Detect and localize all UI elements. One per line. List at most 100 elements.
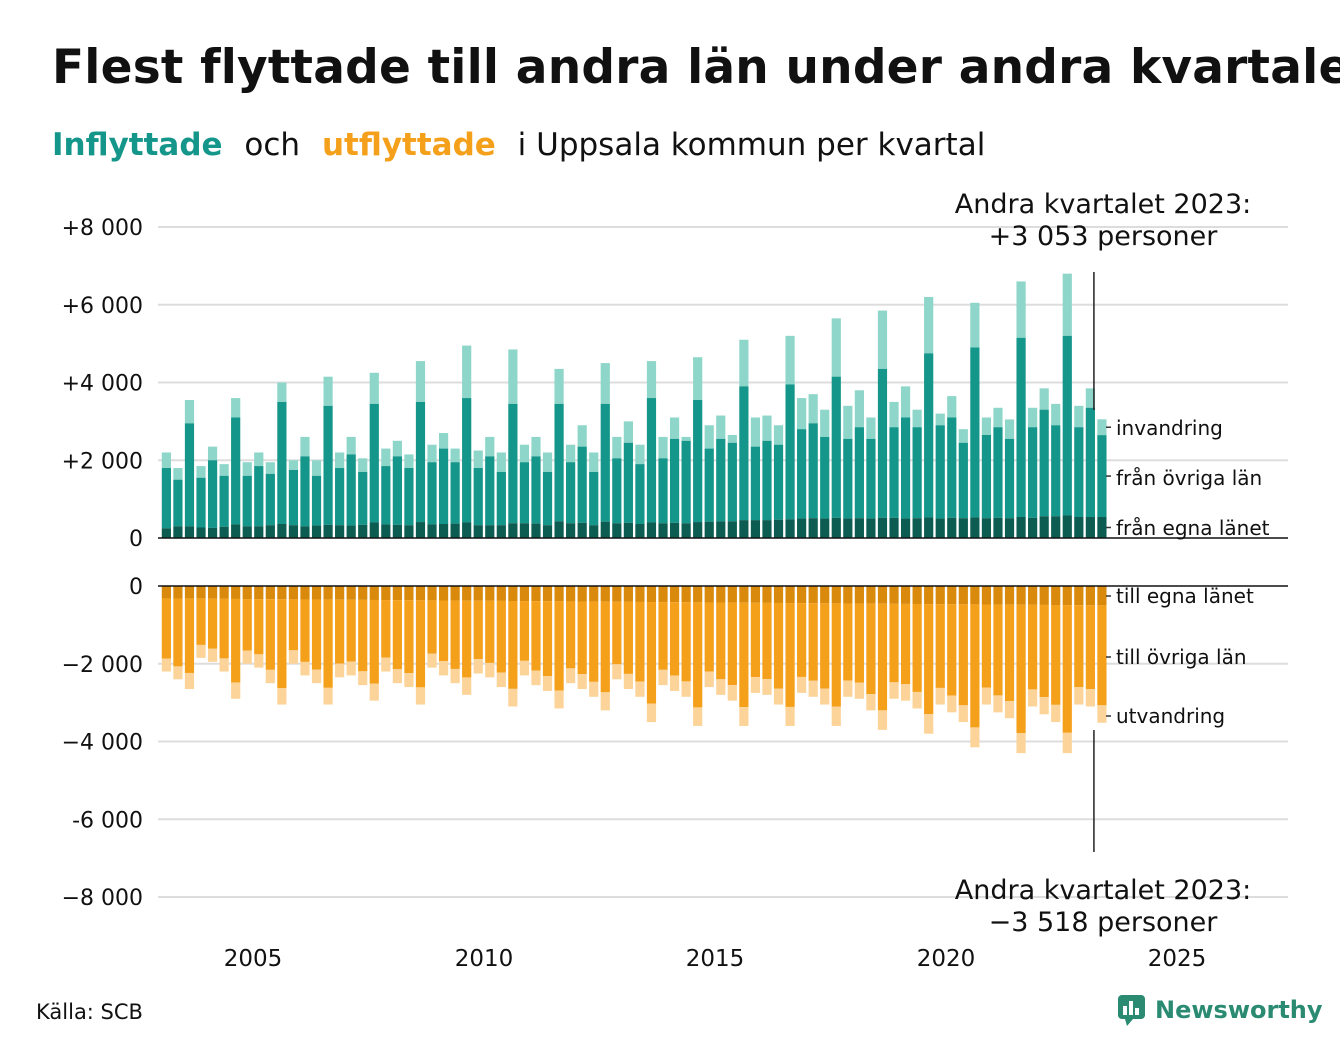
bar-outflow-emigration xyxy=(1039,697,1049,715)
bar-outflow-own-county xyxy=(358,586,368,600)
bar-inflow-other-counties xyxy=(265,473,275,526)
bar-inflow-other-counties xyxy=(566,462,576,524)
bar-outflow-other-counties xyxy=(773,602,784,689)
bar-inflow-immigration xyxy=(1039,388,1049,410)
y-tick-label-top: +4 000 xyxy=(62,372,143,397)
bar-outflow-own-county xyxy=(808,586,818,604)
bar-outflow-own-county xyxy=(958,586,968,605)
bar-inflow-immigration xyxy=(773,425,784,445)
bar-inflow-other-counties xyxy=(369,403,379,523)
bar-outflow-emigration xyxy=(900,684,911,701)
bar-inflow-other-counties xyxy=(473,468,483,526)
bar-inflow-immigration xyxy=(300,436,310,457)
bar-inflow-own-county xyxy=(265,525,275,538)
bar-outflow-emigration xyxy=(612,664,622,680)
bar-outflow-other-counties xyxy=(265,599,275,670)
bar-inflow-own-county xyxy=(346,525,356,538)
bar-inflow-immigration xyxy=(589,452,599,472)
bar-inflow-own-county xyxy=(854,518,864,538)
bar-outflow-own-county xyxy=(658,586,668,603)
bar-outflow-own-county xyxy=(750,586,761,603)
bar-outflow-emigration xyxy=(196,644,206,658)
subtitle-rest: i Uppsala kommun per kvartal xyxy=(517,127,986,163)
bar-outflow-other-counties xyxy=(427,600,437,654)
bar-inflow-own-county xyxy=(231,524,241,538)
bar-outflow-own-county xyxy=(797,586,807,604)
bar-inflow-own-county xyxy=(1062,515,1072,538)
bar-outflow-other-counties xyxy=(635,601,645,682)
bar-inflow-immigration xyxy=(438,433,449,449)
bar-outflow-own-county xyxy=(1097,586,1107,606)
bar-outflow-other-counties xyxy=(323,599,333,688)
bar-outflow-emigration xyxy=(935,687,945,705)
bar-outflow-other-counties xyxy=(727,602,737,686)
bar-inflow-immigration xyxy=(669,417,680,439)
bar-inflow-immigration xyxy=(207,446,218,461)
bar-outflow-emigration xyxy=(369,683,379,701)
bar-outflow-own-county xyxy=(277,586,287,600)
bar-inflow-own-county xyxy=(496,525,506,538)
bar-outflow-own-county xyxy=(935,586,945,605)
bar-outflow-other-counties xyxy=(970,604,980,728)
bar-outflow-own-county xyxy=(196,586,206,599)
bar-outflow-own-county xyxy=(1039,586,1049,605)
bar-inflow-own-county xyxy=(404,525,414,538)
bar-outflow-emigration xyxy=(993,695,1003,713)
brand-logo: Newsworthy xyxy=(1117,993,1323,1027)
bar-inflow-immigration xyxy=(993,407,1003,428)
bar-inflow-own-county xyxy=(681,523,691,538)
bar-inflow-immigration xyxy=(404,454,414,469)
bar-outflow-other-counties xyxy=(669,602,680,676)
bar-inflow-own-county xyxy=(381,524,391,538)
bar-inflow-own-county xyxy=(277,524,287,538)
y-tick-label-bottom: -6 000 xyxy=(72,808,143,833)
bar-inflow-other-counties xyxy=(762,440,772,521)
bar-inflow-immigration xyxy=(219,464,229,476)
bar-inflow-immigration xyxy=(265,462,275,474)
bar-outflow-emigration xyxy=(288,650,299,664)
bar-outflow-own-county xyxy=(1085,586,1095,606)
bar-inflow-own-county xyxy=(820,518,830,538)
bar-outflow-emigration xyxy=(265,669,275,684)
bar-inflow-own-county xyxy=(831,517,841,538)
bar-outflow-emigration xyxy=(947,695,957,713)
bar-inflow-other-counties xyxy=(184,423,195,527)
bar-outflow-own-county xyxy=(219,586,229,599)
bar-inflow-immigration xyxy=(889,401,899,428)
bar-outflow-emigration xyxy=(438,661,449,676)
bar-outflow-emigration xyxy=(820,688,830,705)
bar-inflow-immigration xyxy=(970,302,980,348)
bar-inflow-immigration xyxy=(311,460,322,476)
bar-outflow-emigration xyxy=(773,688,784,705)
bar-outflow-emigration xyxy=(866,694,876,711)
bar-outflow-other-counties xyxy=(450,600,460,669)
bar-outflow-emigration xyxy=(623,673,633,690)
bar-outflow-other-counties xyxy=(196,598,206,645)
bar-outflow-own-county xyxy=(542,586,553,602)
bar-inflow-other-counties xyxy=(808,423,818,519)
bar-inflow-other-counties xyxy=(889,427,899,518)
bar-inflow-other-counties xyxy=(750,446,761,521)
bar-outflow-emigration xyxy=(542,676,553,691)
bar-inflow-other-counties xyxy=(519,462,530,524)
bar-inflow-other-counties xyxy=(462,398,472,523)
bar-inflow-own-county xyxy=(1097,517,1107,538)
bar-outflow-other-counties xyxy=(392,600,402,670)
bar-inflow-immigration xyxy=(1074,405,1084,428)
bar-outflow-other-counties xyxy=(693,602,703,708)
bar-inflow-other-counties xyxy=(496,471,506,526)
bar-inflow-own-county xyxy=(1051,516,1061,538)
bar-inflow-other-counties xyxy=(173,479,183,527)
bar-outflow-own-county xyxy=(392,586,402,601)
bar-outflow-emigration xyxy=(485,662,495,678)
bar-outflow-emigration xyxy=(323,687,333,705)
bar-inflow-other-counties xyxy=(739,386,749,521)
bar-inflow-other-counties xyxy=(531,456,541,524)
bar-outflow-emigration xyxy=(300,661,310,676)
bar-outflow-emigration xyxy=(750,677,761,693)
bar-outflow-own-county xyxy=(485,586,495,601)
bar-outflow-emigration xyxy=(1074,687,1084,705)
bar-outflow-emigration xyxy=(704,671,714,688)
bar-outflow-other-counties xyxy=(958,604,968,706)
bar-outflow-emigration xyxy=(173,666,183,680)
